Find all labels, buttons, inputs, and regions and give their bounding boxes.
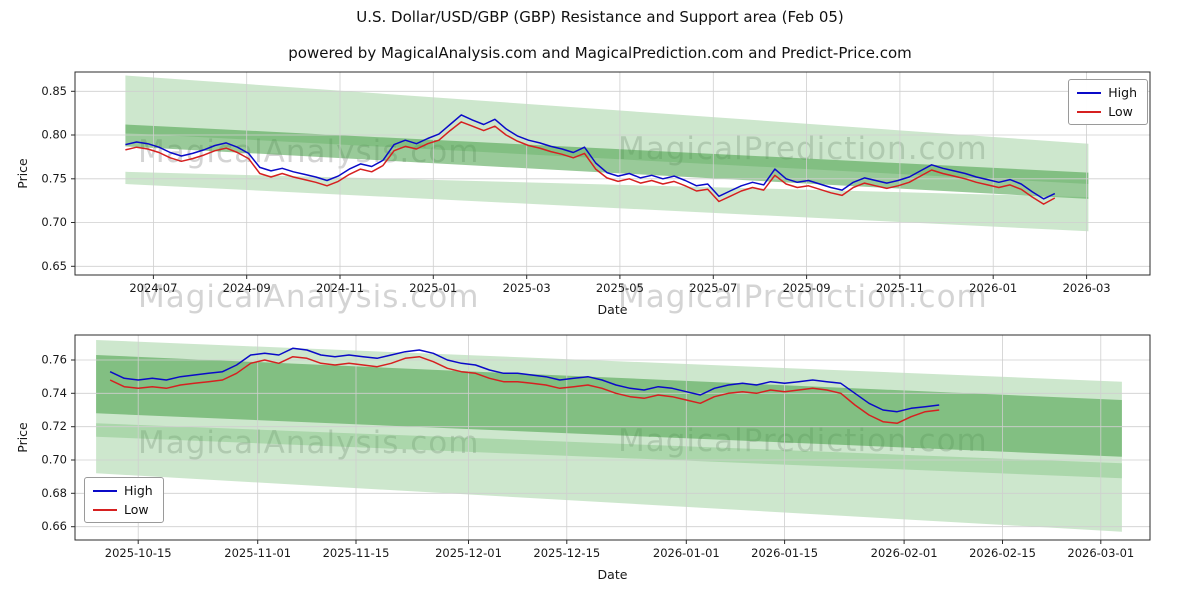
legend-item-high: High xyxy=(93,483,153,498)
svg-text:2026-03-01: 2026-03-01 xyxy=(1067,546,1134,560)
svg-text:2026-01-01: 2026-01-01 xyxy=(653,546,720,560)
svg-text:Price: Price xyxy=(15,422,30,453)
legend-item-high: High xyxy=(1077,85,1137,100)
svg-text:0.85: 0.85 xyxy=(41,84,67,98)
svg-text:2026-01-15: 2026-01-15 xyxy=(751,546,818,560)
svg-text:2026-02-15: 2026-02-15 xyxy=(969,546,1036,560)
legend-top: High Low xyxy=(1068,79,1148,125)
svg-text:2025-12-15: 2025-12-15 xyxy=(533,546,600,560)
svg-text:0.75: 0.75 xyxy=(41,171,67,185)
svg-text:2025-07: 2025-07 xyxy=(689,281,737,295)
svg-text:2025-10-15: 2025-10-15 xyxy=(105,546,172,560)
high-line-swatch xyxy=(93,489,117,492)
chart-title: U.S. Dollar/USD/GBP (GBP) Resistance and… xyxy=(356,8,844,26)
svg-text:0.65: 0.65 xyxy=(41,259,67,273)
svg-text:2024-11: 2024-11 xyxy=(316,281,364,295)
legend-label-high: High xyxy=(124,483,153,498)
svg-text:0.70: 0.70 xyxy=(41,215,67,229)
legend-item-low: Low xyxy=(1077,104,1137,119)
svg-text:2026-03: 2026-03 xyxy=(1063,281,1111,295)
svg-text:2025-01: 2025-01 xyxy=(409,281,457,295)
svg-text:0.72: 0.72 xyxy=(41,419,67,433)
svg-text:0.74: 0.74 xyxy=(41,386,67,400)
svg-text:2025-05: 2025-05 xyxy=(596,281,644,295)
svg-text:2024-09: 2024-09 xyxy=(223,281,271,295)
svg-text:2024-07: 2024-07 xyxy=(129,281,177,295)
low-line-swatch xyxy=(1077,110,1102,113)
svg-text:0.76: 0.76 xyxy=(41,353,67,367)
svg-text:0.66: 0.66 xyxy=(41,519,67,533)
svg-text:Price: Price xyxy=(15,158,30,189)
svg-text:2025-03: 2025-03 xyxy=(503,281,551,295)
legend-item-low: Low xyxy=(93,502,153,517)
svg-text:0.70: 0.70 xyxy=(41,453,67,467)
high-line-swatch xyxy=(1077,91,1102,94)
legend-label-high: High xyxy=(1108,85,1137,100)
svg-text:2025-11-01: 2025-11-01 xyxy=(224,546,291,560)
legend-label-low: Low xyxy=(124,502,149,517)
chart-subtitle: powered by MagicalAnalysis.com and Magic… xyxy=(288,44,912,62)
svg-text:2025-11-15: 2025-11-15 xyxy=(323,546,390,560)
svg-text:Date: Date xyxy=(598,302,628,317)
legend-label-low: Low xyxy=(1108,104,1133,119)
svg-text:0.80: 0.80 xyxy=(41,128,67,142)
svg-text:Date: Date xyxy=(598,567,628,582)
svg-text:2025-12-01: 2025-12-01 xyxy=(435,546,502,560)
legend-bottom: High Low xyxy=(84,477,164,523)
low-line-swatch xyxy=(93,508,117,511)
svg-text:0.68: 0.68 xyxy=(41,486,67,500)
svg-text:2026-02-01: 2026-02-01 xyxy=(871,546,938,560)
svg-text:2026-01: 2026-01 xyxy=(969,281,1017,295)
svg-text:2025-09: 2025-09 xyxy=(783,281,831,295)
svg-text:2025-11: 2025-11 xyxy=(876,281,924,295)
